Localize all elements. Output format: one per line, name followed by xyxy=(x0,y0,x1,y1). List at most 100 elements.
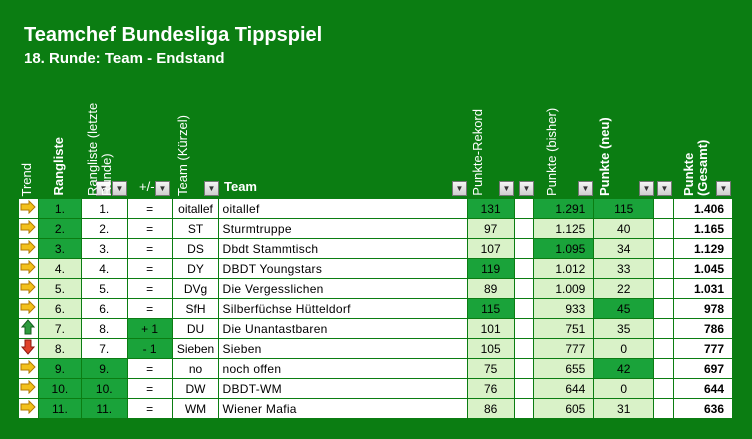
cell-spacer[interactable] xyxy=(513,218,535,239)
cell-rang[interactable]: 1. xyxy=(37,198,82,219)
cell-spacer[interactable] xyxy=(653,398,675,419)
cell-neu[interactable]: 42 xyxy=(593,358,655,379)
cell-neu[interactable]: 31 xyxy=(593,398,655,419)
cell-rang-alt[interactable]: 1. xyxy=(80,198,128,219)
cell-bisher[interactable]: 933 xyxy=(533,298,595,319)
filter-dropdown-icon[interactable]: ▼ xyxy=(716,181,731,196)
cell-neu[interactable]: 45 xyxy=(593,298,655,319)
cell-bisher[interactable]: 1.291 xyxy=(533,198,595,219)
cell-kuerzel[interactable]: ST xyxy=(171,218,220,239)
trend-right-icon[interactable] xyxy=(18,398,39,419)
cell-bisher[interactable]: 1.125 xyxy=(533,218,595,239)
cell-rang-alt[interactable]: 7. xyxy=(80,338,128,359)
cell-rang-alt[interactable]: 8. xyxy=(80,318,128,339)
cell-diff[interactable]: = xyxy=(126,278,173,299)
cell-rekord[interactable]: 105 xyxy=(466,338,515,359)
filter-dropdown-icon[interactable]: ▼ xyxy=(452,181,467,196)
cell-team[interactable]: noch offen xyxy=(218,358,468,379)
cell-spacer[interactable] xyxy=(653,378,675,399)
cell-rang-alt[interactable]: 11. xyxy=(80,398,128,419)
trend-right-icon[interactable] xyxy=(18,218,39,239)
cell-team[interactable]: Sieben xyxy=(218,338,468,359)
cell-rekord[interactable]: 75 xyxy=(466,358,515,379)
cell-gesamt[interactable]: 777 xyxy=(673,338,733,359)
cell-spacer[interactable] xyxy=(653,358,675,379)
cell-neu[interactable]: 40 xyxy=(593,218,655,239)
cell-team[interactable]: Wiener Mafia xyxy=(218,398,468,419)
cell-spacer[interactable] xyxy=(653,298,675,319)
cell-gesamt[interactable]: 644 xyxy=(673,378,733,399)
cell-rang-alt[interactable]: 6. xyxy=(80,298,128,319)
cell-spacer[interactable] xyxy=(513,258,535,279)
cell-bisher[interactable]: 644 xyxy=(533,378,595,399)
cell-rang[interactable]: 7. xyxy=(37,318,82,339)
cell-rang[interactable]: 9. xyxy=(37,358,82,379)
cell-spacer[interactable] xyxy=(513,278,535,299)
trend-right-icon[interactable] xyxy=(18,378,39,399)
cell-bisher[interactable]: 1.009 xyxy=(533,278,595,299)
cell-diff[interactable]: = xyxy=(126,358,173,379)
cell-diff[interactable]: = xyxy=(126,298,173,319)
trend-right-icon[interactable] xyxy=(18,298,39,319)
cell-gesamt[interactable]: 1.165 xyxy=(673,218,733,239)
filter-dropdown-icon[interactable]: ▼ xyxy=(519,181,534,196)
trend-right-icon[interactable] xyxy=(18,198,39,219)
cell-kuerzel[interactable]: oitallef xyxy=(171,198,220,219)
filter-dropdown-sorted-icon[interactable]: ▼ xyxy=(96,181,111,196)
cell-rang[interactable]: 8. xyxy=(37,338,82,359)
cell-neu[interactable]: 35 xyxy=(593,318,655,339)
cell-kuerzel[interactable]: DVg xyxy=(171,278,220,299)
cell-team[interactable]: Silberfüchse Hütteldorf xyxy=(218,298,468,319)
cell-kuerzel[interactable]: SfH xyxy=(171,298,220,319)
cell-spacer[interactable] xyxy=(513,378,535,399)
cell-kuerzel[interactable]: DU xyxy=(171,318,220,339)
cell-rekord[interactable]: 115 xyxy=(466,298,515,319)
cell-spacer[interactable] xyxy=(513,398,535,419)
cell-neu[interactable]: 33 xyxy=(593,258,655,279)
cell-neu[interactable]: 0 xyxy=(593,378,655,399)
filter-dropdown-icon[interactable]: ▼ xyxy=(639,181,654,196)
cell-kuerzel[interactable]: DW xyxy=(171,378,220,399)
cell-rekord[interactable]: 101 xyxy=(466,318,515,339)
cell-rang-alt[interactable]: 10. xyxy=(80,378,128,399)
cell-spacer[interactable] xyxy=(653,318,675,339)
trend-right-icon[interactable] xyxy=(18,358,39,379)
filter-dropdown-icon[interactable]: ▼ xyxy=(657,181,672,196)
cell-rekord[interactable]: 107 xyxy=(466,238,515,259)
cell-rekord[interactable]: 131 xyxy=(466,198,515,219)
cell-kuerzel[interactable]: WM xyxy=(171,398,220,419)
cell-rekord[interactable]: 89 xyxy=(466,278,515,299)
cell-diff[interactable]: - 1 xyxy=(126,338,173,359)
cell-team[interactable]: Die Vergesslichen xyxy=(218,278,468,299)
cell-gesamt[interactable]: 697 xyxy=(673,358,733,379)
trend-right-icon[interactable] xyxy=(18,238,39,259)
cell-rang-alt[interactable]: 5. xyxy=(80,278,128,299)
cell-rang[interactable]: 5. xyxy=(37,278,82,299)
cell-spacer[interactable] xyxy=(653,338,675,359)
cell-rang-alt[interactable]: 3. xyxy=(80,238,128,259)
cell-spacer[interactable] xyxy=(653,218,675,239)
cell-spacer[interactable] xyxy=(653,238,675,259)
trend-right-icon[interactable] xyxy=(18,258,39,279)
cell-rang[interactable]: 11. xyxy=(37,398,82,419)
cell-diff[interactable]: = xyxy=(126,378,173,399)
cell-rekord[interactable]: 76 xyxy=(466,378,515,399)
cell-gesamt[interactable]: 1.031 xyxy=(673,278,733,299)
cell-rang-alt[interactable]: 9. xyxy=(80,358,128,379)
cell-rang[interactable]: 4. xyxy=(37,258,82,279)
cell-rang[interactable]: 6. xyxy=(37,298,82,319)
cell-bisher[interactable]: 1.012 xyxy=(533,258,595,279)
cell-gesamt[interactable]: 636 xyxy=(673,398,733,419)
cell-spacer[interactable] xyxy=(513,298,535,319)
cell-rekord[interactable]: 97 xyxy=(466,218,515,239)
cell-diff[interactable]: + 1 xyxy=(126,318,173,339)
filter-dropdown-icon[interactable]: ▼ xyxy=(204,181,219,196)
cell-gesamt[interactable]: 978 xyxy=(673,298,733,319)
cell-gesamt[interactable]: 1.045 xyxy=(673,258,733,279)
cell-team[interactable]: Dbdt Stammtisch xyxy=(218,238,468,259)
cell-team[interactable]: Die Unantastbaren xyxy=(218,318,468,339)
cell-team[interactable]: DBDT-WM xyxy=(218,378,468,399)
cell-gesamt[interactable]: 1.406 xyxy=(673,198,733,219)
cell-bisher[interactable]: 751 xyxy=(533,318,595,339)
cell-spacer[interactable] xyxy=(513,238,535,259)
